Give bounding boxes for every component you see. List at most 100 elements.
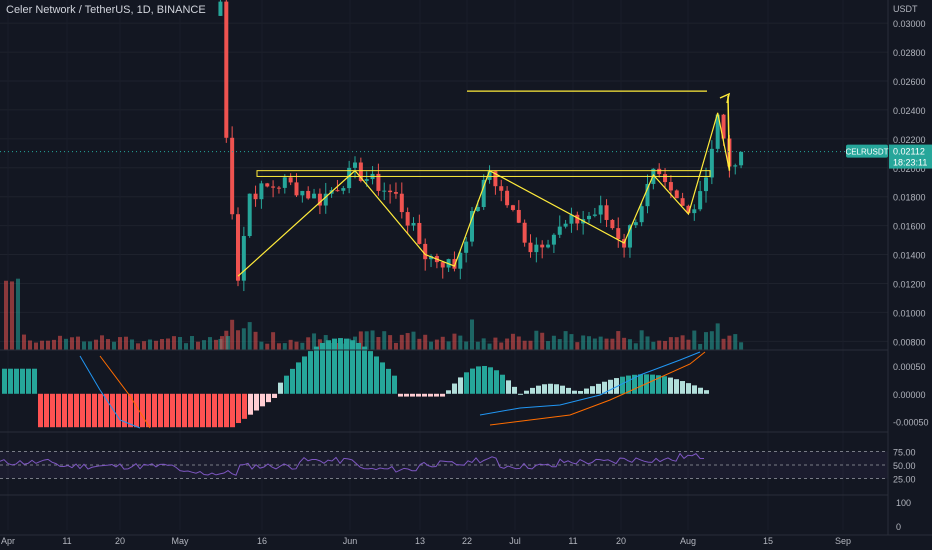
volume-bar — [142, 341, 146, 350]
candle — [587, 215, 591, 220]
macd-histogram-bar — [440, 393, 445, 397]
volume-bar — [34, 342, 38, 350]
candle — [592, 214, 597, 216]
candle — [470, 210, 474, 242]
time-tick-label: Aug — [680, 536, 696, 546]
volume-bar — [118, 337, 122, 350]
candle — [534, 244, 539, 253]
volume-bar — [236, 330, 240, 350]
candle — [282, 177, 287, 188]
volume-bar — [651, 341, 656, 350]
rsi-line — [0, 452, 705, 476]
candle — [475, 207, 480, 211]
macd-histogram-bar — [404, 393, 409, 397]
time-tick-label: Sep — [835, 536, 851, 546]
macd-histogram-bar — [20, 368, 25, 394]
candle — [230, 137, 235, 215]
price-tick-label: 0.00800 — [893, 337, 926, 347]
candle — [616, 228, 621, 240]
candle — [259, 183, 264, 200]
macd-histogram-bar — [704, 390, 709, 394]
macd-histogram-bar — [614, 378, 619, 394]
volume-bar — [106, 339, 110, 350]
volume-bar — [587, 336, 591, 350]
macd-histogram-bar — [686, 383, 691, 394]
price-tick-label: 0.02200 — [893, 135, 926, 145]
rsi-tick-label: 50.00 — [893, 461, 916, 471]
volume-bar — [727, 335, 732, 350]
volume-bar — [516, 336, 521, 350]
volume-bar — [370, 330, 375, 350]
macd-histogram-bar — [362, 346, 367, 394]
volume-bar — [317, 339, 322, 350]
macd-histogram-bar — [662, 376, 667, 394]
candle — [546, 244, 551, 248]
volume-bar — [715, 323, 720, 350]
rsi-tick-label: 75.00 — [893, 448, 916, 458]
macd-histogram-bar — [278, 382, 283, 394]
macd-histogram-bar — [284, 375, 289, 394]
candle — [668, 182, 673, 191]
candle — [493, 171, 498, 187]
macd-histogram-bar — [164, 393, 169, 428]
volume-bar — [94, 339, 98, 350]
volume-bar — [510, 333, 515, 350]
volume-bar — [709, 331, 714, 350]
macd-line — [479, 351, 701, 416]
candle — [452, 259, 457, 269]
volume-bar — [112, 341, 116, 350]
volume-bar — [592, 338, 597, 350]
volume-bar — [208, 337, 212, 350]
macd-histogram-bar — [308, 351, 313, 394]
projection-arrow-head — [719, 92, 731, 104]
candle — [674, 190, 679, 199]
volume-bar — [124, 336, 128, 350]
macd-histogram-bar — [680, 381, 685, 394]
macd-histogram-bar — [224, 393, 229, 428]
volume-bar — [505, 338, 510, 350]
candle — [569, 214, 574, 224]
macd-histogram-bar — [158, 393, 163, 428]
volume-bar — [88, 341, 92, 350]
grid — [0, 22, 888, 342]
macd-tick-label: 0.00000 — [893, 390, 926, 400]
volume-bar — [458, 335, 463, 350]
volume-bar — [481, 338, 486, 350]
macd-histogram-bar — [596, 383, 601, 394]
volume-bar — [64, 338, 68, 350]
price-tick-label: 0.02400 — [893, 106, 926, 116]
volume-bar — [306, 337, 311, 350]
macd-histogram-bar — [326, 340, 331, 394]
volume-bar — [288, 339, 293, 350]
volume-bar — [282, 343, 287, 350]
volume-bar — [388, 335, 393, 350]
candle — [540, 244, 545, 248]
candle — [417, 222, 422, 244]
price-tick-label: 0.01800 — [893, 193, 926, 203]
macd-histogram-bar — [650, 374, 655, 394]
macd-histogram-bar — [470, 368, 475, 394]
volume-bar — [610, 338, 615, 350]
volume-bar — [100, 335, 104, 350]
macd-histogram-bar — [206, 393, 211, 428]
macd-histogram-bar — [218, 393, 223, 428]
candle — [510, 205, 515, 210]
volume-bar — [546, 341, 551, 350]
volume-bar — [627, 339, 632, 350]
macd-histogram-bar — [578, 391, 583, 394]
candle — [241, 236, 246, 281]
candle — [575, 214, 580, 224]
macd-histogram-bar — [698, 387, 703, 394]
macd-histogram-bar — [74, 393, 79, 428]
macd-histogram-bar — [314, 346, 319, 394]
candle — [563, 223, 568, 227]
candle — [487, 171, 492, 180]
macd-histogram-bar — [200, 393, 205, 428]
macd-histogram-bar — [86, 393, 91, 428]
candle — [464, 241, 469, 253]
volume-bar — [557, 339, 562, 350]
volume-bar — [253, 331, 258, 350]
